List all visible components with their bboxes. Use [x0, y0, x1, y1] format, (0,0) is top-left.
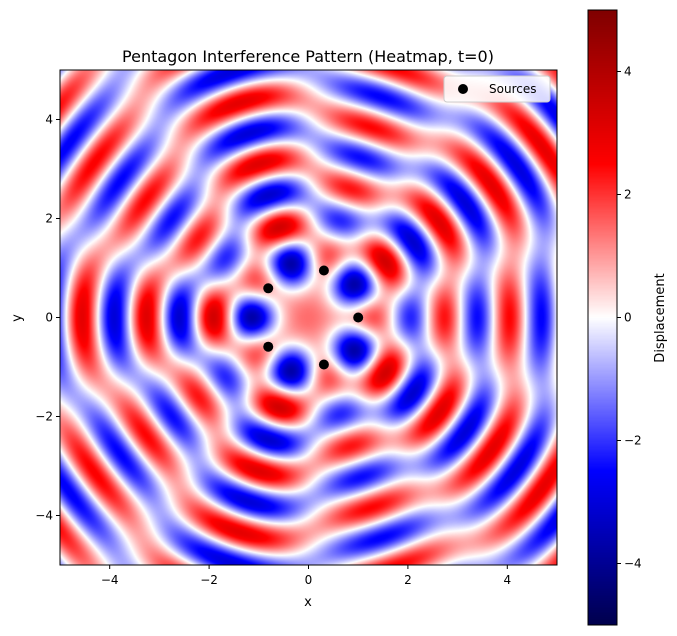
y-tick-label: 2 — [45, 212, 53, 226]
legend-marker — [458, 84, 468, 94]
x-tick-label: 0 — [305, 573, 313, 587]
x-tick-label: −4 — [101, 573, 119, 587]
y-axis-ticks: −4 −2 0 2 4 — [35, 113, 60, 523]
colorbar-tick-label: 0 — [624, 311, 632, 325]
colorbar-frame — [587, 9, 618, 626]
colorbar-tick-label: −2 — [624, 434, 642, 448]
colorbar-gradient — [588, 10, 617, 625]
y-tick-label: −4 — [35, 509, 53, 523]
colorbar-tick-label: 4 — [624, 65, 632, 79]
heatmap-canvas — [60, 70, 557, 565]
colorbar-tick-label: 2 — [624, 188, 632, 202]
y-tick-label: −2 — [35, 410, 53, 424]
y-tick-label: 0 — [45, 311, 53, 325]
plot-frame — [59, 69, 558, 566]
source-point — [318, 359, 329, 370]
source-point — [353, 312, 364, 323]
y-axis-label: y — [10, 314, 25, 322]
source-point — [263, 283, 274, 294]
x-axis-label: x — [304, 595, 312, 610]
colorbar-tick-label: −4 — [624, 557, 642, 571]
x-tick-label: −2 — [200, 573, 218, 587]
legend: Sources — [443, 75, 551, 103]
source-points — [263, 265, 364, 370]
source-point — [318, 265, 329, 276]
x-tick-label: 2 — [404, 573, 412, 587]
legend-box — [443, 75, 551, 103]
colorbar-label: Displacement — [653, 273, 668, 362]
x-tick-label: 4 — [503, 573, 511, 587]
source-point — [263, 341, 274, 352]
x-axis-ticks: −4 −2 0 2 4 — [101, 565, 511, 587]
colorbar-ticks: −4 −2 0 2 4 — [617, 65, 642, 571]
legend-entry-sources: Sources — [489, 82, 536, 96]
chart-title: Pentagon Interference Pattern (Heatmap, … — [122, 47, 494, 66]
y-tick-label: 4 — [45, 113, 53, 127]
